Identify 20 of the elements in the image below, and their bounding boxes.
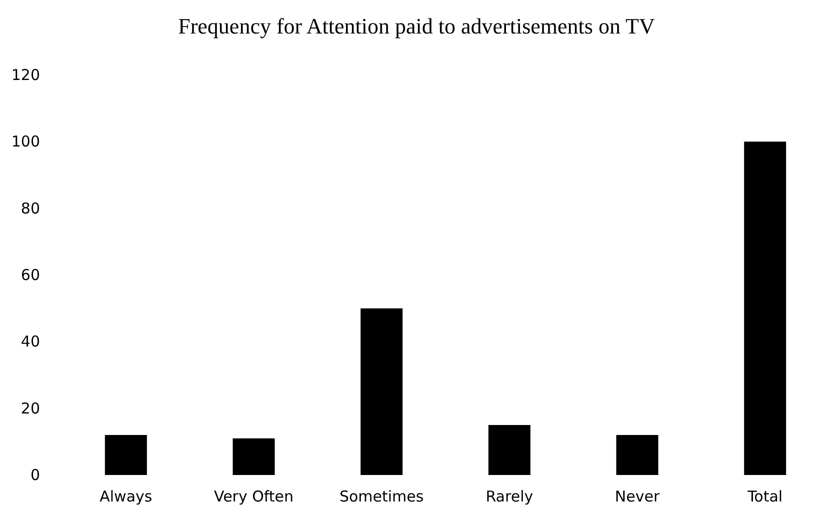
y-tick-label: 120 bbox=[11, 66, 40, 84]
y-tick-label: 20 bbox=[20, 399, 40, 418]
x-tick-label: Rarely bbox=[486, 488, 534, 506]
y-tick-label: 60 bbox=[20, 266, 40, 284]
bar bbox=[744, 142, 786, 475]
y-tick-label: 40 bbox=[20, 332, 40, 351]
y-tick-label: 0 bbox=[30, 466, 40, 484]
x-tick-label: Sometimes bbox=[339, 488, 424, 506]
chart-title: Frequency for Attention paid to advertisements on TV bbox=[178, 14, 655, 38]
bar bbox=[360, 308, 403, 475]
bar bbox=[232, 438, 275, 475]
bar bbox=[104, 435, 147, 475]
x-tick-label: Never bbox=[614, 488, 660, 506]
x-tick-label: Very Often bbox=[214, 488, 294, 506]
x-tick-label: Total bbox=[746, 488, 783, 506]
bar bbox=[616, 435, 658, 475]
y-tick-label: 100 bbox=[11, 132, 40, 151]
x-tick-label: Always bbox=[100, 488, 152, 506]
bar bbox=[488, 425, 530, 475]
y-tick-label: 80 bbox=[20, 199, 40, 218]
